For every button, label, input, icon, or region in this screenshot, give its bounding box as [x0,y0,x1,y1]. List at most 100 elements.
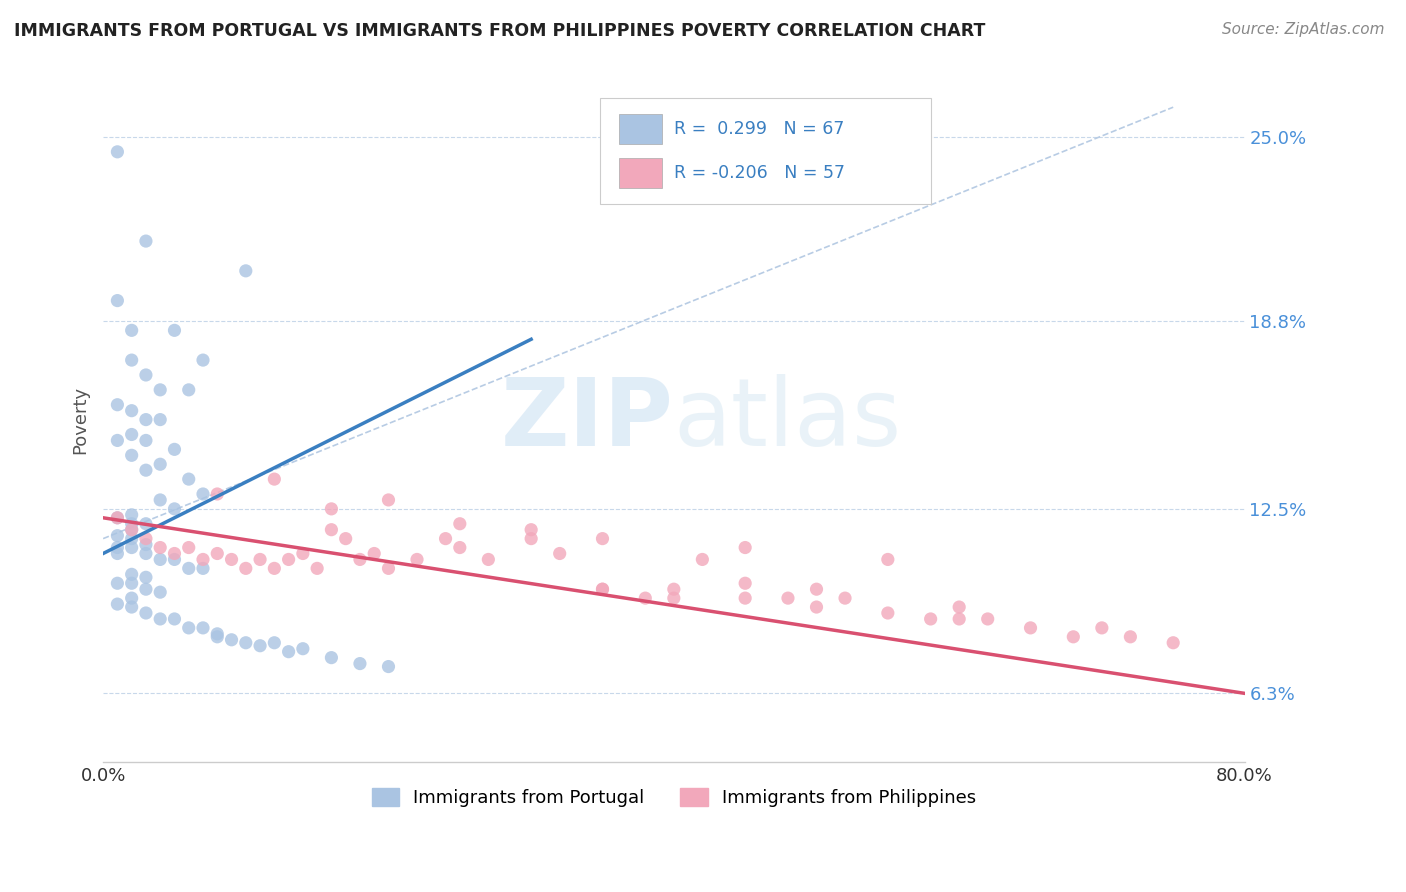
Point [191,353,214,368]
Point [191,552,214,566]
Point [135,532,157,546]
Point [976,612,998,626]
Point [449,541,471,555]
Point [177,541,200,555]
Point [520,523,543,537]
Point [548,547,571,561]
Point [592,532,614,546]
Point [634,591,657,606]
Point [105,293,128,308]
Point [121,403,143,417]
Point [335,532,357,546]
Point [121,576,143,591]
Text: atlas: atlas [673,374,903,466]
Point [477,552,499,566]
Point [121,427,143,442]
Point [662,582,685,597]
Point [834,591,856,606]
Point [277,552,299,566]
Point [105,597,128,611]
Point [349,552,371,566]
Point [207,627,229,641]
Point [434,532,457,546]
Point [876,552,898,566]
Point [806,582,828,597]
Point [163,552,186,566]
Point [105,398,128,412]
Point [135,570,157,584]
Point [105,541,128,555]
Point [149,541,172,555]
Point [307,561,329,575]
Point [191,561,214,575]
Legend: Immigrants from Portugal, Immigrants from Philippines: Immigrants from Portugal, Immigrants fro… [364,780,983,814]
Point [105,434,128,448]
Point [321,650,343,665]
Point [235,636,257,650]
Point [207,630,229,644]
Point [121,523,143,537]
Point [349,657,371,671]
Point [377,492,399,507]
Point [121,600,143,615]
Point [876,606,898,620]
Point [449,516,471,531]
Point [235,561,257,575]
Bar [619,158,662,188]
Point [121,448,143,462]
Point [149,552,172,566]
Point [948,600,970,615]
Point [177,383,200,397]
Point [207,487,229,501]
Point [191,621,214,635]
Point [149,612,172,626]
Text: Source: ZipAtlas.com: Source: ZipAtlas.com [1222,22,1385,37]
Point [948,612,970,626]
Bar [619,114,662,145]
Point [121,523,143,537]
Point [105,510,128,524]
Point [249,552,271,566]
Point [263,636,285,650]
Text: ZIP: ZIP [501,374,673,466]
Point [920,612,942,626]
Point [163,612,186,626]
Point [121,353,143,368]
Point [1091,621,1114,635]
Point [235,264,257,278]
Point [135,582,157,597]
FancyBboxPatch shape [599,98,931,204]
Point [734,591,756,606]
Point [135,516,157,531]
Point [692,552,714,566]
Y-axis label: Poverty: Poverty [72,385,89,454]
Point [135,538,157,552]
Point [105,510,128,524]
Point [121,541,143,555]
Point [177,472,200,486]
Point [592,582,614,597]
Point [806,600,828,615]
Point [135,234,157,248]
Point [263,472,285,486]
Point [592,582,614,597]
Point [135,434,157,448]
Point [1161,636,1184,650]
Point [121,567,143,582]
Point [1019,621,1042,635]
Point [105,576,128,591]
Text: R = -0.206   N = 57: R = -0.206 N = 57 [673,164,845,182]
Point [406,552,429,566]
Point [121,323,143,337]
Point [121,532,143,546]
Point [105,547,128,561]
Point [221,632,243,647]
Point [734,576,756,591]
Point [1119,630,1142,644]
Point [135,547,157,561]
Point [277,645,299,659]
Point [163,323,186,337]
Point [363,547,385,561]
Point [177,621,200,635]
Point [662,591,685,606]
